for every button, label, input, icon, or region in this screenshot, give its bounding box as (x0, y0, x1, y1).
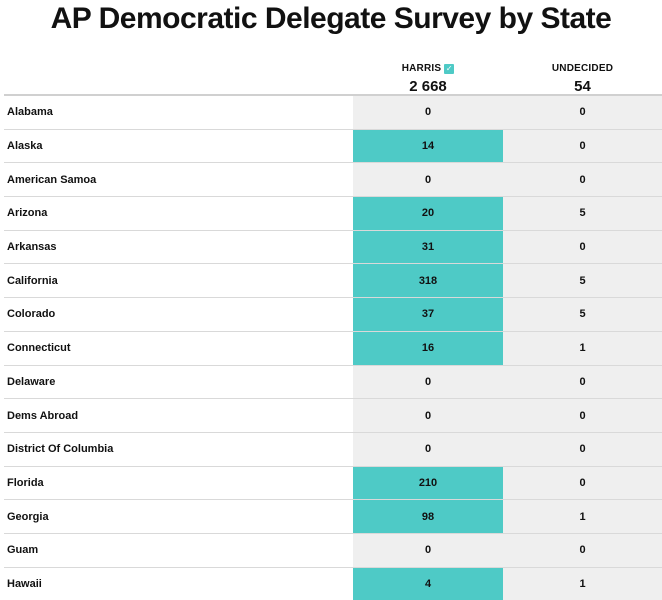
state-name: Connecticut (7, 342, 71, 355)
state-name: Alabama (7, 106, 53, 119)
state-name: District Of Columbia (7, 443, 114, 456)
winner-check-icon: ✓ (444, 64, 455, 74)
state-name: Guam (7, 544, 39, 557)
table-row: Connecticut 16 1 (4, 331, 662, 366)
table-row: Hawaii 4 1 (4, 567, 662, 600)
table-row: Arkansas 31 0 (4, 230, 662, 265)
harris-delegates-cell: 14 (353, 129, 503, 163)
undecided-delegates-cell: 0 (579, 375, 586, 388)
harris-delegates-cell: 20 (353, 197, 503, 230)
undecided-delegates-cell: 1 (579, 577, 586, 590)
state-name: California (7, 274, 58, 287)
undecided-delegates-cell: 1 (579, 342, 586, 355)
header-divider (4, 94, 662, 96)
harris-column-label: HARRIS (401, 63, 442, 74)
harris-delegates-cell: 4 (353, 567, 503, 600)
undecided-total: 54 (574, 78, 591, 95)
state-name: Colorado (7, 308, 56, 321)
table-row: Alaska 14 0 (4, 129, 662, 164)
undecided-delegates-cell: 0 (579, 173, 586, 186)
undecided-delegates-cell: 0 (579, 409, 586, 422)
harris-total: 2 668 (409, 78, 447, 95)
state-name: American Samoa (7, 173, 97, 186)
state-name: Alaska (7, 140, 43, 153)
state-table: Alabama 0 0 Alaska 14 0 American Samoa 0 0 Arizon… (0, 96, 662, 600)
undecided-delegates-cell: 5 (579, 207, 586, 220)
undecided-delegates-cell: 0 (579, 476, 586, 489)
table-row: Arizona 20 5 (4, 197, 662, 231)
state-name: Georgia (7, 510, 49, 523)
undecided-delegates-cell: 0 (579, 140, 586, 153)
harris-delegates-cell: 98 (353, 500, 503, 533)
state-name: Arizona (7, 207, 48, 220)
harris-delegates-cell: 0 (424, 443, 432, 456)
undecided-column-label: UNDECIDED (551, 63, 614, 74)
table-row: District Of Columbia 0 0 (4, 433, 662, 467)
harris-delegates-cell: 37 (353, 298, 503, 331)
table-row: Florida 210 0 (4, 466, 662, 501)
harris-delegates-cell: 31 (353, 230, 503, 264)
table-row: Dems Abroad 0 0 (4, 399, 662, 433)
harris-delegates-cell: 16 (353, 331, 503, 365)
harris-delegates-cell: 210 (353, 466, 503, 500)
undecided-delegates-cell: 5 (579, 308, 586, 321)
undecided-delegates-cell: 0 (579, 106, 586, 119)
harris-delegates-cell: 0 (424, 173, 432, 186)
undecided-delegates-cell: 0 (579, 544, 586, 557)
undecided-column-header: UNDECIDED 54 (503, 58, 662, 97)
state-name: Dems Abroad (7, 409, 79, 422)
table-row: Delaware 0 0 (4, 366, 662, 400)
chart-title: AP Democratic Delegate Survey by State (50, 2, 612, 35)
state-name: Florida (7, 476, 44, 489)
harris-delegates-cell: 0 (424, 409, 432, 422)
table-row: Colorado 37 5 (4, 298, 662, 332)
table-row: Georgia 98 1 (4, 500, 662, 534)
state-name: Arkansas (7, 241, 57, 254)
harris-column-header: HARRIS ✓ 2 668 (353, 58, 503, 97)
harris-delegates-cell: 0 (424, 544, 432, 557)
table-row: Guam 0 0 (4, 534, 662, 568)
state-name: Hawaii (7, 577, 42, 590)
harris-delegates-cell: 318 (353, 264, 503, 298)
undecided-delegates-cell: 1 (579, 510, 586, 523)
table-row: American Samoa 0 0 (4, 163, 662, 198)
table-row: California 318 5 (4, 264, 662, 299)
harris-delegates-cell: 0 (424, 106, 432, 119)
undecided-delegates-cell: 5 (579, 274, 586, 287)
harris-delegates-cell: 0 (424, 375, 432, 388)
undecided-delegates-cell: 0 (579, 241, 586, 254)
undecided-delegates-cell: 0 (579, 443, 586, 456)
table-row: Alabama 0 0 (4, 96, 662, 130)
state-name: Delaware (7, 375, 56, 388)
